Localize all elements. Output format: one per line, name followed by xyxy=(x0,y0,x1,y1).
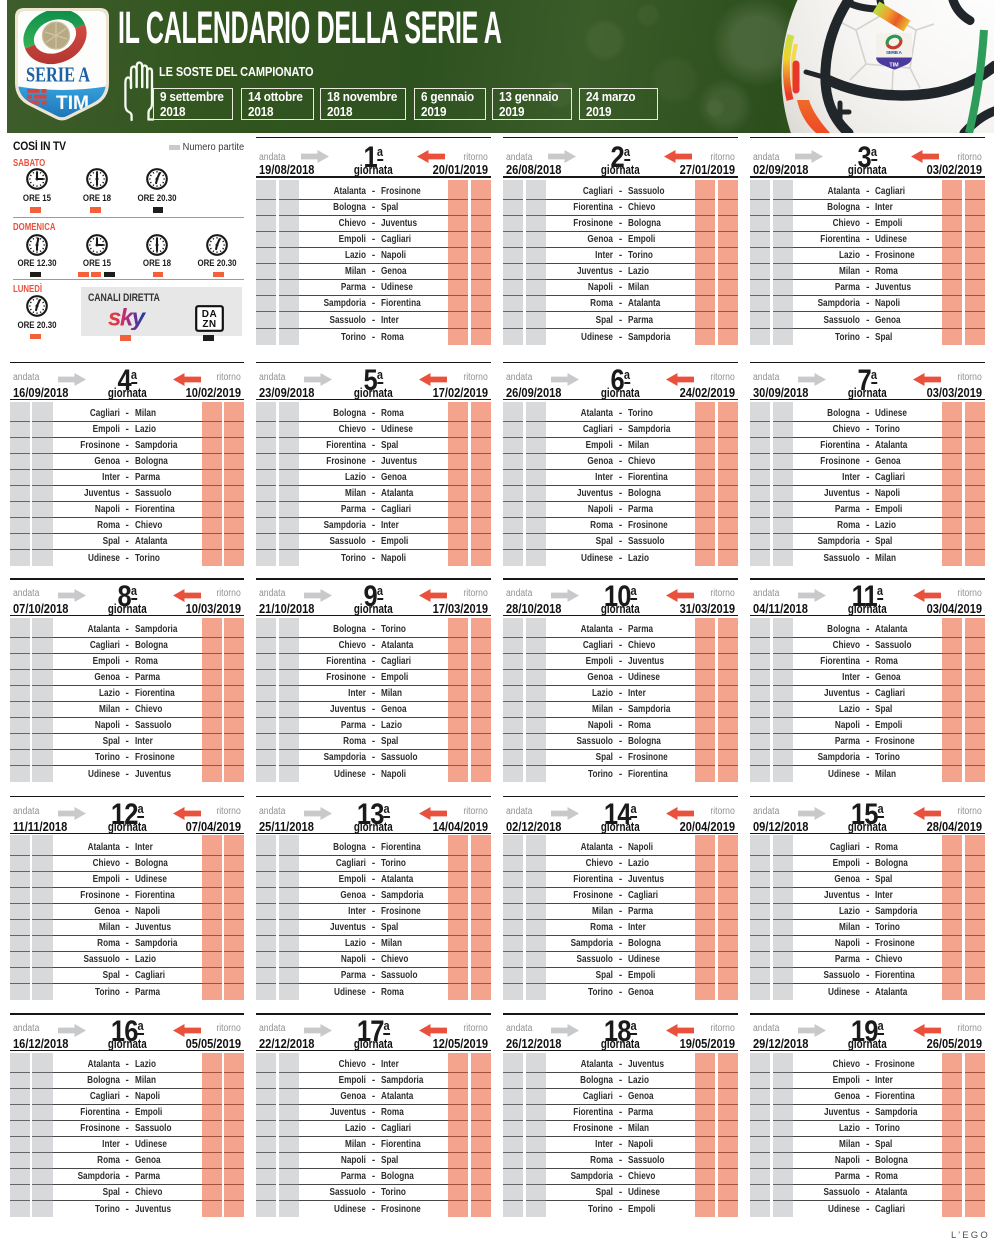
svg-text:SERIE A: SERIE A xyxy=(26,63,90,87)
svg-text:TIM: TIM xyxy=(56,92,89,114)
svg-text:SERIE A: SERIE A xyxy=(886,50,903,56)
svg-text:ZN: ZN xyxy=(202,319,216,330)
svg-text:DA: DA xyxy=(202,309,217,320)
svg-text:sky: sky xyxy=(108,307,147,330)
svg-text:TIM: TIM xyxy=(889,63,899,69)
